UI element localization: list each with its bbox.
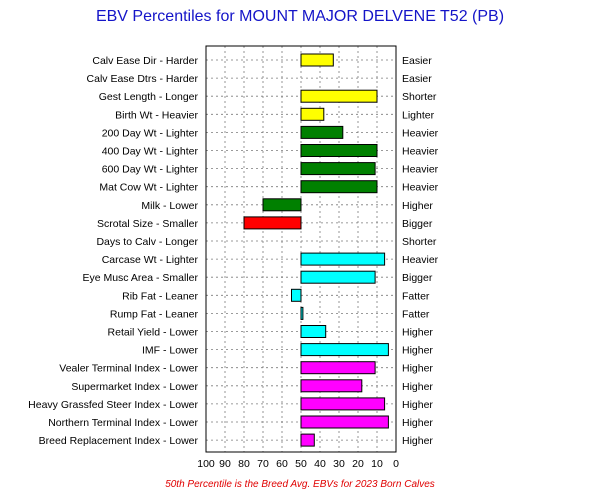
direction-label: Heavier: [402, 164, 439, 176]
trait-label: Rib Fat - Leaner: [122, 290, 198, 302]
bar: [262, 198, 302, 212]
direction-label: Fatter: [402, 290, 430, 302]
direction-label: Heavier: [402, 182, 439, 194]
bar: [300, 343, 389, 357]
bar: [300, 306, 304, 320]
x-tick-label: 100: [197, 458, 215, 470]
trait-label: Milk - Lower: [141, 200, 198, 212]
bar-series: [243, 53, 389, 447]
x-tick-label: 70: [257, 458, 269, 470]
x-tick-label: 20: [352, 458, 364, 470]
chart-title: EBV Percentiles for MOUNT MAJOR DELVENE …: [96, 8, 504, 25]
trait-label: Birth Wt - Heavier: [115, 109, 198, 121]
trait-label: IMF - Lower: [142, 345, 199, 357]
direction-label: Higher: [402, 200, 433, 212]
bar: [300, 433, 315, 447]
bar: [300, 252, 386, 266]
direction-label: Fatter: [402, 308, 430, 320]
bar: [300, 125, 344, 139]
trait-label: Eye Musc Area - Smaller: [82, 272, 198, 284]
bar: [300, 89, 378, 103]
bar: [300, 397, 386, 411]
direction-label: Heavier: [402, 254, 439, 266]
right-direction-labels: Easier Easier Shorter Lighter Heavier Heavier…: [402, 55, 439, 447]
trait-label: Scrotal Size - Smaller: [97, 218, 198, 230]
direction-label: Higher: [402, 399, 433, 411]
trait-label: Heavy Grassfed Steer Index - Lower: [28, 399, 198, 411]
direction-label: Higher: [402, 435, 433, 447]
trait-label: Calv Ease Dir - Harder: [92, 55, 198, 67]
x-tick-label: 80: [238, 458, 250, 470]
direction-label: Higher: [402, 363, 433, 375]
bar: [300, 162, 376, 176]
trait-label: Retail Yield - Lower: [108, 327, 199, 339]
x-axis-tick-labels: 100 90 80 70 60 50 40 30 20 10 0: [197, 458, 399, 470]
direction-label: Shorter: [402, 91, 437, 103]
direction-label: Bigger: [402, 218, 433, 230]
trait-label: 600 Day Wt - Lighter: [102, 164, 199, 176]
trait-label: Calv Ease Dtrs - Harder: [87, 73, 199, 85]
trait-label: 200 Day Wt - Lighter: [102, 127, 199, 139]
x-tick-label: 0: [393, 458, 399, 470]
x-tick-label: 60: [276, 458, 288, 470]
footnote: 50th Percentile is the Breed Avg. EBVs f…: [165, 479, 435, 490]
trait-label: Supermarket Index - Lower: [71, 381, 198, 393]
trait-label: Days to Calv - Longer: [96, 236, 198, 248]
direction-label: Easier: [402, 55, 432, 67]
x-tick-label: 50: [295, 458, 307, 470]
bar: [243, 216, 302, 230]
direction-label: Lighter: [402, 109, 435, 121]
bar: [300, 415, 389, 429]
bar: [300, 180, 378, 194]
bar: [300, 53, 334, 67]
direction-label: Higher: [402, 417, 433, 429]
direction-label: Higher: [402, 345, 433, 357]
trait-label: Breed Replacement Index - Lower: [39, 435, 199, 447]
direction-label: Heavier: [402, 127, 439, 139]
x-tick-label: 10: [371, 458, 383, 470]
left-trait-labels: Calv Ease Dir - Harder Calv Ease Dtrs - H…: [28, 55, 198, 447]
trait-label: Vealer Terminal Index - Lower: [59, 363, 198, 375]
trait-label: Mat Cow Wt - Lighter: [99, 182, 198, 194]
x-tick-label: 90: [219, 458, 231, 470]
trait-label: Gest Length - Longer: [99, 91, 199, 103]
bar: [300, 325, 327, 338]
direction-label: Bigger: [402, 272, 433, 284]
direction-label: Heavier: [402, 146, 439, 158]
trait-label: Northern Terminal Index - Lower: [48, 417, 198, 429]
bar: [291, 288, 302, 302]
x-tick-label: 40: [314, 458, 326, 470]
trait-label: Rump Fat - Leaner: [110, 308, 199, 320]
plot-frame: [205, 45, 397, 453]
direction-label: Higher: [402, 327, 433, 339]
trait-label: Carcase Wt - Lighter: [102, 254, 199, 266]
direction-label: Easier: [402, 73, 432, 85]
x-tick-label: 30: [333, 458, 345, 470]
direction-label: Shorter: [402, 236, 437, 248]
bar: [300, 361, 376, 375]
bar: [300, 379, 363, 393]
bar: [300, 270, 376, 284]
bar: [300, 107, 325, 121]
direction-label: Higher: [402, 381, 433, 393]
bar: [300, 144, 378, 157]
trait-label: 400 Day Wt - Lighter: [102, 146, 199, 158]
